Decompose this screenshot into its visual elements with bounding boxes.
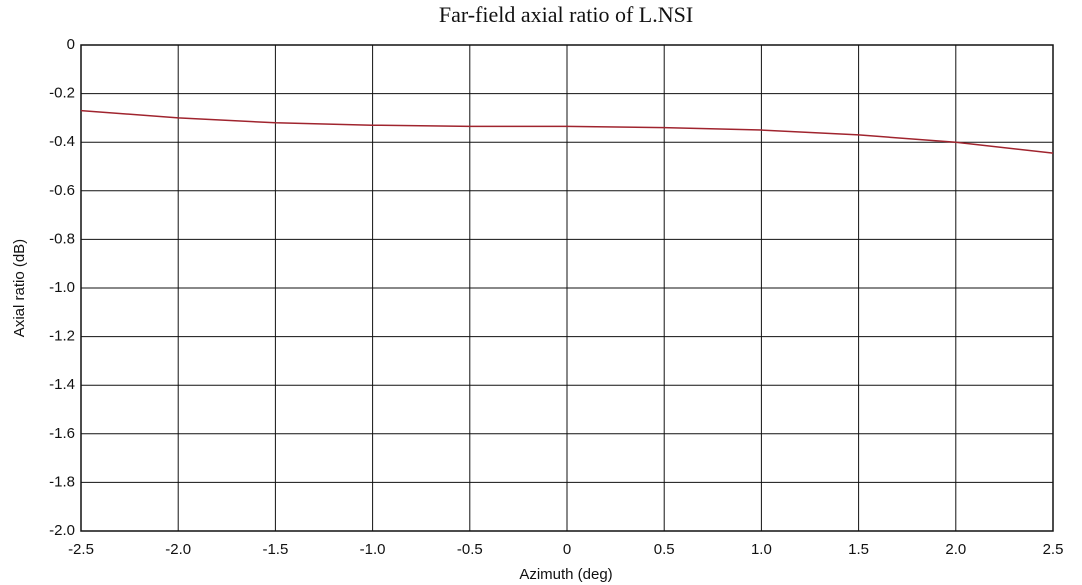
y-tick-label: -0.2 (49, 85, 75, 102)
y-tick-label: -0.6 (49, 182, 75, 199)
chart-title: Far-field axial ratio of L.NSI (439, 2, 693, 27)
x-axis-label: Azimuth (deg) (519, 566, 612, 583)
y-axis-label: Axial ratio (dB) (11, 239, 28, 337)
x-tick-label: 2.0 (945, 541, 966, 558)
x-tick-label: -2.0 (165, 541, 191, 558)
plot-frame (80, 44, 1054, 532)
y-tick-label: -1.2 (49, 328, 75, 345)
x-tick-label: -0.5 (457, 541, 483, 558)
data-line (80, 109, 1054, 154)
x-tick-label: -1.0 (360, 541, 386, 558)
x-tick-label: 0 (563, 541, 571, 558)
x-tick-label: -1.5 (262, 541, 288, 558)
y-tick-label: -1.0 (49, 279, 75, 296)
y-tick-label: -1.6 (49, 425, 75, 442)
x-tick-label: 0.5 (654, 541, 675, 558)
y-tick-label: -1.4 (49, 376, 75, 393)
y-tick-label: -1.8 (49, 473, 75, 490)
y-tick-label: -0.4 (49, 133, 75, 150)
x-tick-label: 1.5 (848, 541, 869, 558)
y-tick-label: -2.0 (49, 522, 75, 539)
y-tick-label: -0.8 (49, 230, 75, 247)
x-tick-label: 1.0 (751, 541, 772, 558)
y-tick-label: 0 (67, 36, 75, 53)
x-tick-label: 2.5 (1043, 541, 1064, 558)
x-tick-label: -2.5 (68, 541, 94, 558)
